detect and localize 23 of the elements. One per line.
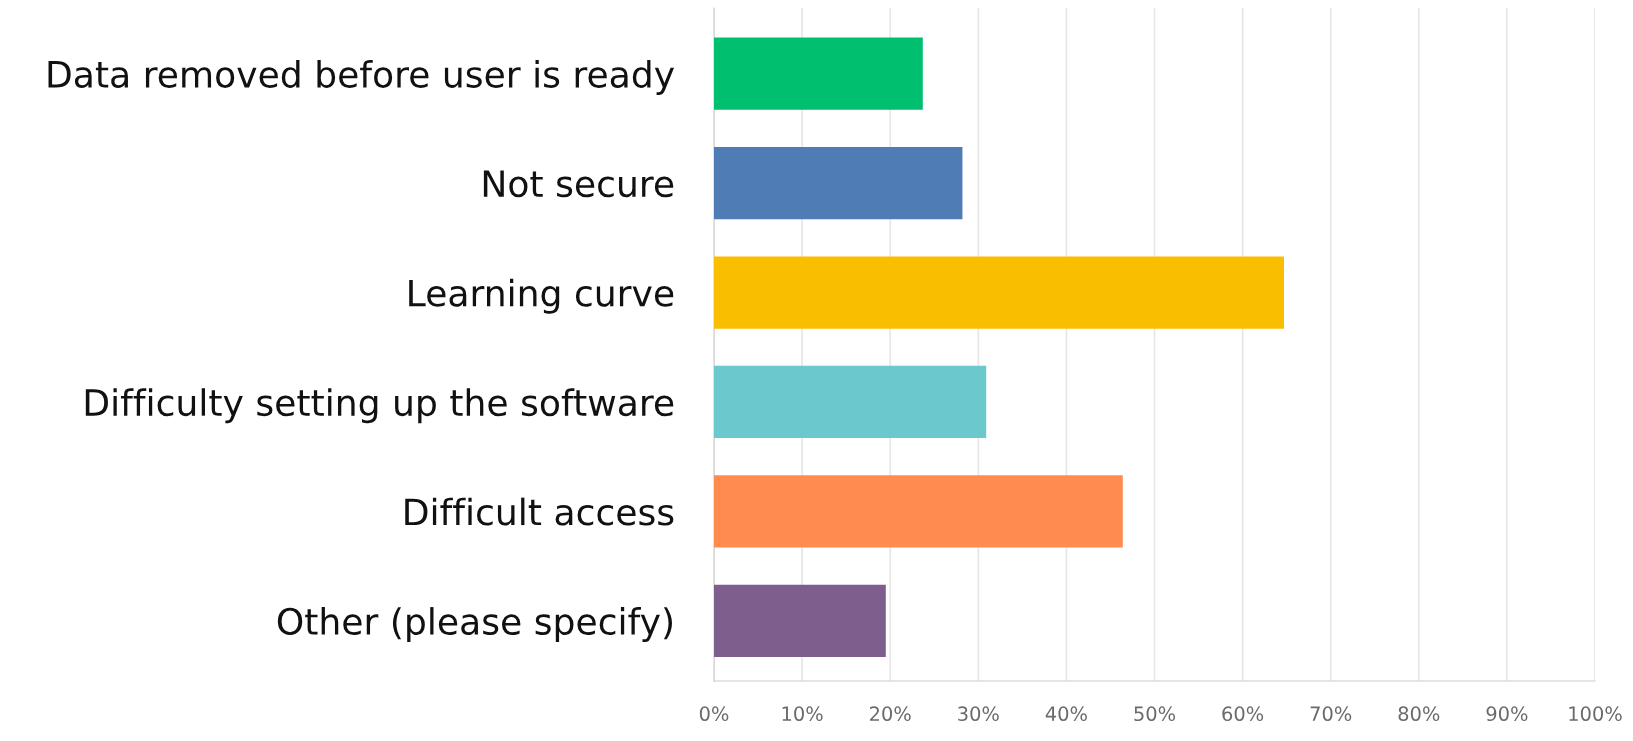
y-tick-label: Difficulty setting up the software: [85, 388, 674, 424]
x-tick-label: 90%: [1486, 706, 1528, 722]
x-tick-label: 40%: [1045, 706, 1087, 722]
bar: [714, 475, 1123, 548]
y-tick-label: Learning curve: [409, 278, 674, 314]
x-tick-label: 10%: [782, 706, 823, 722]
bar: [714, 365, 987, 439]
bar: [714, 256, 1285, 329]
x-tick-label: 70%: [1310, 706, 1352, 722]
y-tick-label: Not secure: [483, 170, 674, 198]
x-tick-label: 80%: [1398, 706, 1440, 722]
x-tick-label: 60%: [1222, 706, 1264, 722]
y-tick-label: Difficult access: [405, 497, 674, 526]
x-tick-label: 30%: [958, 706, 999, 722]
bar: [714, 37, 923, 110]
x-tick-label: 100%: [1569, 706, 1622, 722]
x-tick-label: 0%: [699, 706, 729, 722]
bar: [714, 146, 963, 220]
y-tick-label: Other (please specify): [277, 607, 672, 643]
bar: [714, 584, 886, 657]
x-tick-label: 50%: [1134, 706, 1176, 722]
y-tick-label: Data removed before user is ready: [48, 59, 675, 95]
x-tick-label: 20%: [870, 706, 911, 722]
